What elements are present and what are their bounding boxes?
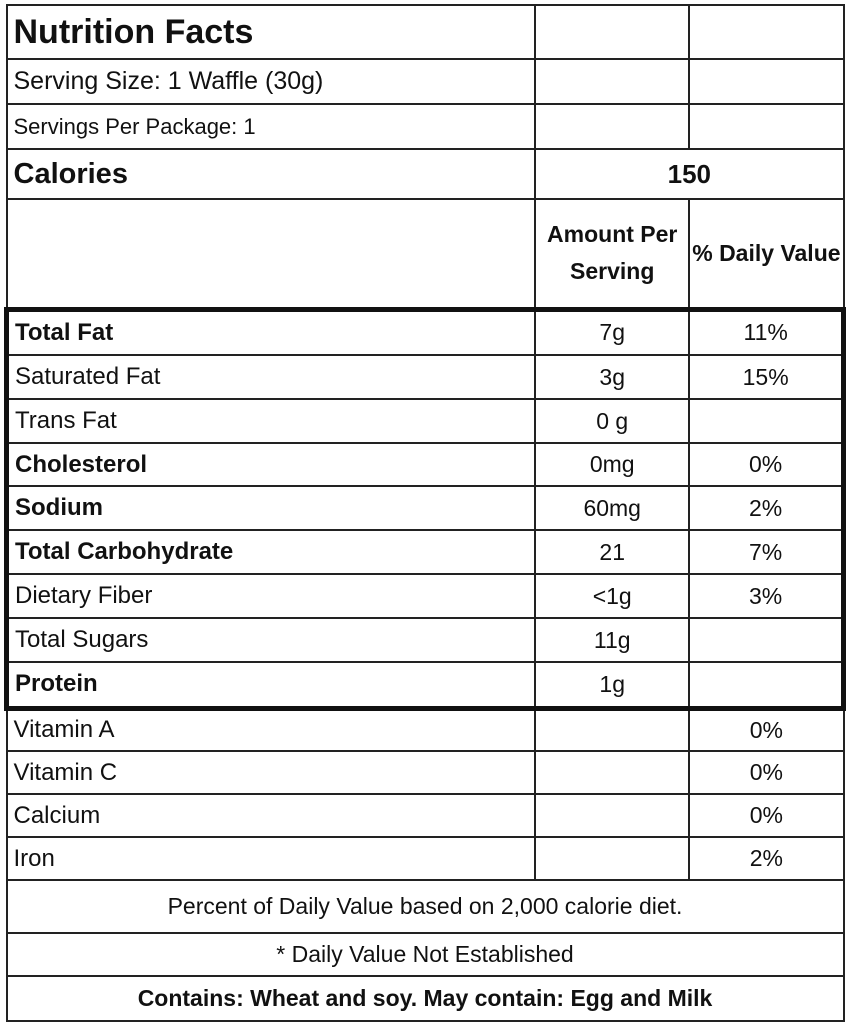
vitamin-daily-value: 0% <box>688 750 845 795</box>
nutrient-daily-value: 3% <box>688 573 847 619</box>
vitamin-name: Calcium <box>5 793 537 838</box>
nutrient-amount: 21 <box>534 529 691 575</box>
nutrient-name: Sodium <box>4 485 537 531</box>
calories-row: Calories 150 <box>5 148 845 200</box>
nutrient-amount: 7g <box>534 306 691 356</box>
empty-cell <box>688 58 845 105</box>
not-established-note: * Daily Value Not Established <box>5 932 845 977</box>
vitamin-row: Vitamin A 0% <box>5 707 845 752</box>
allergen-statement-row: Contains: Wheat and soy. May contain: Eg… <box>5 975 845 1022</box>
nutrient-name: Total Carbohydrate <box>4 529 537 575</box>
serving-size: Serving Size: 1 Waffle (30g) <box>5 58 537 105</box>
calories-label: Calories <box>5 148 537 200</box>
nutrient-row: Total Sugars 11g <box>4 617 847 663</box>
column-header-row: Amount Per Serving % Daily Value <box>5 198 845 311</box>
nutrient-name: Total Sugars <box>4 617 537 663</box>
empty-cell <box>534 707 691 752</box>
empty-cell <box>534 58 691 105</box>
serving-size-row: Serving Size: 1 Waffle (30g) <box>5 58 845 105</box>
daily-value-header: % Daily Value <box>688 198 845 311</box>
nutrient-amount: 0mg <box>534 442 691 487</box>
empty-cell <box>688 103 845 150</box>
empty-cell <box>534 750 691 795</box>
nutrient-name: Dietary Fiber <box>4 573 537 619</box>
vitamin-name: Vitamin C <box>5 750 537 795</box>
vitamin-daily-value: 0% <box>688 707 845 752</box>
nutrient-name: Protein <box>4 661 537 711</box>
nutrient-daily-value <box>688 661 847 711</box>
nutrient-row: Saturated Fat 3g 15% <box>4 354 847 400</box>
empty-cell <box>5 198 537 311</box>
empty-cell <box>534 793 691 838</box>
empty-cell <box>688 4 845 60</box>
nutrient-amount: 60mg <box>534 485 691 531</box>
daily-value-note: Percent of Daily Value based on 2,000 ca… <box>5 879 845 934</box>
nutrient-daily-value <box>688 398 847 444</box>
vitamin-row: Vitamin C 0% <box>5 750 845 795</box>
label-title: Nutrition Facts <box>5 4 537 60</box>
nutrient-amount: 11g <box>534 617 691 663</box>
calories-value: 150 <box>534 148 845 200</box>
nutrient-row: Total Carbohydrate 21 7% <box>4 529 847 575</box>
vitamin-name: Iron <box>5 836 537 881</box>
nutrient-name: Trans Fat <box>4 398 537 444</box>
nutrient-daily-value <box>688 617 847 663</box>
empty-cell <box>534 103 691 150</box>
nutrient-row: Dietary Fiber <1g 3% <box>4 573 847 619</box>
amount-per-serving-header: Amount Per Serving <box>534 198 691 311</box>
vitamin-daily-value: 2% <box>688 836 845 881</box>
nutrient-name: Cholesterol <box>4 442 537 487</box>
title-row: Nutrition Facts <box>5 4 845 60</box>
nutrient-amount: 0 g <box>534 398 691 444</box>
nutrient-row: Cholesterol 0mg 0% <box>4 442 847 487</box>
nutrient-daily-value: 11% <box>688 306 847 356</box>
servings-per-package-row: Servings Per Package: 1 <box>5 103 845 150</box>
servings-per-package: Servings Per Package: 1 <box>5 103 537 150</box>
nutrient-row: Protein 1g <box>4 661 847 711</box>
vitamin-row: Iron 2% <box>5 836 845 881</box>
nutrient-name: Total Fat <box>4 306 537 356</box>
vitamin-row: Calcium 0% <box>5 793 845 838</box>
allergen-statement: Contains: Wheat and soy. May contain: Eg… <box>5 975 845 1022</box>
nutrient-daily-value: 7% <box>688 529 847 575</box>
nutrient-row: Sodium 60mg 2% <box>4 485 847 531</box>
nutrient-row: Total Fat 7g 11% <box>4 306 847 356</box>
nutrient-daily-value: 15% <box>688 354 847 400</box>
nutrient-amount: 1g <box>534 661 691 711</box>
nutrition-facts-table: Nutrition Facts Serving Size: 1 Waffle (… <box>4 4 847 1022</box>
not-established-note-row: * Daily Value Not Established <box>5 932 845 977</box>
nutrient-daily-value: 2% <box>688 485 847 531</box>
nutrient-row: Trans Fat 0 g <box>4 398 847 444</box>
daily-value-note-row: Percent of Daily Value based on 2,000 ca… <box>5 879 845 934</box>
vitamin-daily-value: 0% <box>688 793 845 838</box>
vitamin-name: Vitamin A <box>5 707 537 752</box>
empty-cell <box>534 836 691 881</box>
nutrient-daily-value: 0% <box>688 442 847 487</box>
empty-cell <box>534 4 691 60</box>
nutrient-amount: 3g <box>534 354 691 400</box>
nutrient-amount: <1g <box>534 573 691 619</box>
nutrient-name: Saturated Fat <box>4 354 537 400</box>
